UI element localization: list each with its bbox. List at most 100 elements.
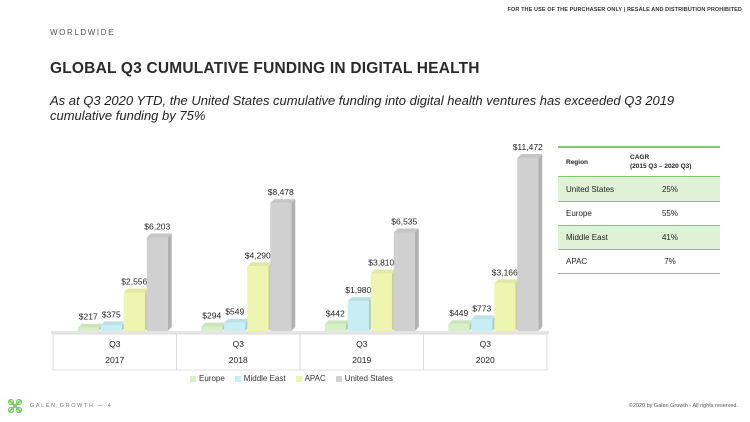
bar-side (167, 233, 172, 331)
data-label: $11,472 (513, 142, 543, 152)
data-label: $375 (102, 309, 121, 319)
chart-floor (51, 331, 549, 334)
cagr-table-header: Region CAGR (2015 Q3 – 2020 Q3) (558, 148, 720, 177)
bar-top (347, 297, 373, 302)
legend-label-europe: Europe (199, 374, 225, 383)
bar-top (100, 321, 126, 326)
bar-top (494, 279, 520, 284)
legend-swatch-apac (295, 375, 302, 382)
table-row: APAC 7% (558, 250, 720, 274)
data-label: $4,290 (245, 250, 271, 260)
table-cell-cagr: 25% (661, 184, 678, 194)
legend-item-apac: APAC (295, 374, 326, 383)
bar (370, 273, 392, 331)
category-box (176, 333, 301, 371)
bar-side (414, 228, 419, 331)
cagr-table: Region CAGR (2015 Q3 – 2020 Q3) United S… (558, 146, 720, 274)
legend-item-united-states: United States (335, 374, 393, 383)
legend-label-apac: APAC (304, 374, 326, 383)
category-box (52, 333, 177, 371)
bar (100, 325, 122, 331)
legend-swatch-europe (190, 375, 196, 382)
bar-top (517, 154, 543, 158)
table-row: Middle East 41% (558, 226, 720, 250)
data-label: $8,478 (268, 187, 294, 197)
data-label: $773 (472, 303, 491, 313)
slide-subtitle: As at Q3 2020 YTD, the United States cum… (50, 93, 675, 123)
bar-top (146, 233, 172, 238)
galen-growth-logo-icon (7, 398, 23, 414)
bar (517, 158, 539, 331)
bar-side (538, 154, 543, 331)
bar (77, 327, 99, 331)
data-label: $3,166 (492, 267, 518, 277)
bar-top (77, 323, 103, 328)
bar-top (324, 320, 350, 325)
legend-swatch-middle-east (234, 375, 241, 382)
table-row: Europe 55% (558, 202, 720, 226)
table-cell-region: APAC (566, 257, 588, 266)
bar (201, 326, 223, 331)
cagr-column-header: CAGR (2015 Q3 – 2020 Q3) (620, 153, 720, 171)
bar (448, 324, 470, 331)
x-tick-year: 2020 (476, 355, 495, 365)
x-tick-quarter: Q3 (233, 339, 245, 349)
section-eyebrow: WORLDWIDE (50, 28, 116, 37)
category-box (299, 333, 424, 371)
data-label: $217 (79, 312, 98, 322)
bar-top (247, 262, 273, 267)
bar-top (448, 320, 474, 325)
legend-label-united-states: United States (344, 374, 393, 383)
bar (471, 319, 493, 331)
bar (270, 203, 292, 331)
footer-brand-name: GALEN GROWTH (30, 403, 95, 409)
x-tick-year: 2018 (229, 355, 248, 365)
footer-brand: GALEN GROWTH — 4 (30, 403, 112, 409)
table-cell-region: Europe (566, 209, 592, 218)
bar-side (291, 199, 296, 331)
data-label: $3,810 (368, 258, 394, 268)
table-cell-cagr: 55% (661, 209, 678, 218)
x-tick-quarter: Q3 (356, 339, 368, 349)
bar (146, 237, 168, 331)
table-cell-region: United States (566, 184, 615, 194)
bar (347, 301, 369, 331)
table-cell-region: Middle East (566, 233, 608, 242)
table-cell-cagr: 7% (664, 257, 676, 266)
bar (393, 232, 415, 331)
data-label: $549 (225, 307, 244, 317)
data-label: $6,203 (144, 221, 170, 231)
bar-top (224, 318, 250, 323)
footer-copyright: ©2020 by Galen Growth - All rights reser… (628, 403, 738, 409)
x-tick-quarter: Q3 (480, 339, 492, 349)
legend-item-europe: Europe (190, 374, 225, 383)
legend-item-middle-east: Middle East (234, 374, 286, 383)
data-label: $1,980 (345, 285, 371, 295)
x-tick-year: 2019 (352, 355, 371, 365)
bar (224, 322, 246, 331)
bar-top (270, 199, 296, 204)
cagr-header-line2: (2015 Q3 – 2020 Q3) (630, 163, 692, 170)
x-tick-year: 2017 (105, 355, 124, 365)
bar (324, 324, 346, 331)
bar-top (201, 322, 227, 327)
bar (247, 266, 269, 331)
data-label: $2,556 (121, 276, 147, 286)
bar (123, 292, 145, 331)
table-row: United States 25% (558, 177, 720, 202)
category-box (423, 333, 548, 371)
data-label: $6,535 (391, 216, 417, 226)
chart-legend: Europe Middle East APAC United States (190, 374, 393, 383)
cagr-header-line1: CAGR (630, 154, 650, 161)
data-label: $449 (449, 308, 468, 318)
disclaimer-text: FOR THE USE OF THE PURCHASER ONLY | RESA… (507, 7, 742, 13)
bar (494, 283, 516, 331)
data-label: $294 (202, 311, 221, 321)
legend-label-middle-east: Middle East (243, 374, 286, 383)
table-cell-cagr: 41% (661, 233, 678, 242)
region-column-header: Region (566, 158, 589, 166)
bar-top (370, 269, 396, 274)
bar-top (471, 315, 497, 320)
x-tick-quarter: Q3 (109, 339, 121, 349)
